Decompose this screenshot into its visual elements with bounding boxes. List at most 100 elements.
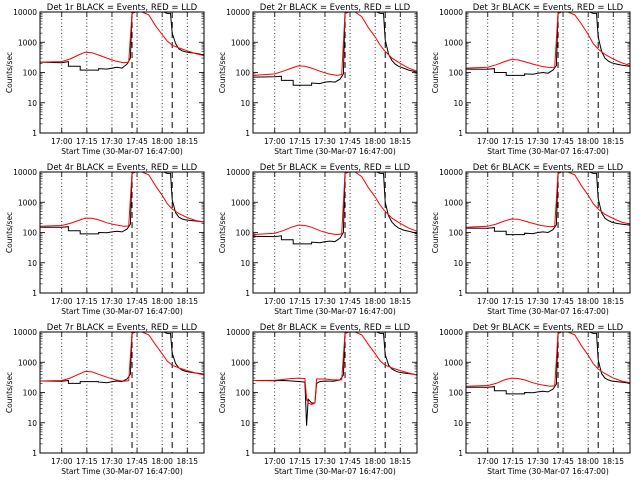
x-tick-label: 17:15	[289, 457, 311, 466]
x-tick-label: 17:15	[502, 297, 524, 306]
x-tick-label: 18:15	[176, 137, 198, 146]
detector-panel-9: Det 9r BLACK = Events, RED = LLD 1 10 100 10…	[431, 323, 631, 476]
x-tick-label: 18:00	[577, 457, 599, 466]
x-tick-label: 17:45	[126, 457, 148, 466]
x-tick-label: 17:45	[552, 137, 574, 146]
x-tick-label: 18:15	[602, 457, 624, 466]
y-axis-label: Counts/sec	[431, 372, 440, 413]
x-tick-label: 17:45	[552, 297, 574, 306]
y-tick-label: 100	[23, 229, 38, 238]
x-tick-label: 17:45	[339, 457, 361, 466]
x-tick-label: 17:15	[502, 457, 524, 466]
x-tick-label: 18:15	[602, 297, 624, 306]
plot-frame	[39, 331, 205, 454]
plot-frame	[465, 331, 631, 454]
series-events	[39, 331, 205, 384]
series-lld	[39, 11, 205, 64]
y-tick-label: 1	[458, 449, 463, 458]
panel-title: Det 5r BLACK = Events, RED = LLD	[260, 163, 411, 173]
detector-panel-8: Det 8r BLACK = Events, RED = LLD 1 10 100 10…	[218, 323, 418, 476]
x-tick-label: 17:15	[502, 137, 524, 146]
y-axis-label: Counts/sec	[218, 52, 227, 93]
y-axis-label: Counts/sec	[5, 52, 14, 93]
y-tick-label: 1000	[18, 358, 37, 367]
y-tick-label: 1000	[444, 198, 463, 207]
plot-frame	[252, 331, 418, 454]
y-tick-label: 10	[453, 99, 463, 108]
series-lld	[465, 331, 631, 387]
x-tick-label: 18:00	[364, 297, 386, 306]
series-lld	[465, 11, 631, 69]
x-axis-label: Start Time (30-Mar-07 16:47:00)	[487, 147, 609, 156]
y-tick-label: 1	[32, 129, 37, 138]
y-tick-label: 100	[236, 389, 251, 398]
series-lld	[39, 171, 205, 227]
y-tick-label: 10000	[226, 8, 250, 17]
panel-title: Det 7r BLACK = Events, RED = LLD	[47, 323, 198, 333]
panel-title: Det 3r BLACK = Events, RED = LLD	[473, 3, 624, 13]
x-tick-label: 18:00	[151, 137, 173, 146]
detector-panel-6: Det 6r BLACK = Events, RED = LLD 1 10 100 10…	[431, 163, 631, 316]
x-tick-label: 17:30	[314, 457, 336, 466]
x-tick-label: 17:30	[527, 137, 549, 146]
y-axis-label: Counts/sec	[218, 372, 227, 413]
x-axis-label: Start Time (30-Mar-07 16:47:00)	[487, 467, 609, 476]
y-axis-label: Counts/sec	[5, 212, 14, 253]
y-tick-label: 100	[449, 229, 464, 238]
x-tick-label: 18:15	[389, 137, 411, 146]
y-tick-label: 10	[240, 419, 250, 428]
y-tick-label: 10	[27, 99, 37, 108]
panel-title: Det 9r BLACK = Events, RED = LLD	[473, 323, 624, 333]
plot-frame	[39, 11, 205, 134]
y-tick-label: 10	[240, 259, 250, 268]
y-tick-label: 1	[245, 289, 250, 298]
y-tick-label: 10000	[13, 168, 37, 177]
detector-panel-3: Det 3r BLACK = Events, RED = LLD 1 10 100 10…	[431, 3, 631, 156]
y-tick-label: 1000	[444, 38, 463, 47]
plot-frame	[252, 171, 418, 294]
y-tick-label: 10000	[226, 328, 250, 337]
y-tick-label: 10	[27, 419, 37, 428]
series-lld	[252, 171, 418, 236]
panel-title: Det 8r BLACK = Events, RED = LLD	[260, 323, 411, 333]
x-axis-label: Start Time (30-Mar-07 16:47:00)	[61, 147, 183, 156]
x-tick-label: 17:15	[289, 297, 311, 306]
x-tick-label: 17:30	[101, 457, 123, 466]
y-tick-label: 100	[449, 69, 464, 78]
y-tick-label: 1	[32, 449, 37, 458]
y-tick-label: 1000	[231, 198, 250, 207]
plot-frame	[465, 11, 631, 134]
x-tick-label: 17:00	[477, 457, 499, 466]
series-events	[252, 331, 418, 426]
x-tick-label: 17:30	[527, 297, 549, 306]
x-tick-label: 17:00	[477, 297, 499, 306]
x-tick-label: 17:00	[51, 297, 73, 306]
x-tick-label: 17:15	[289, 137, 311, 146]
y-tick-label: 1	[245, 129, 250, 138]
series-events	[252, 11, 418, 86]
panel-title: Det 2r BLACK = Events, RED = LLD	[260, 3, 411, 13]
y-tick-label: 1	[32, 289, 37, 298]
y-tick-label: 100	[23, 69, 38, 78]
y-tick-label: 10000	[13, 8, 37, 17]
x-tick-label: 17:30	[101, 137, 123, 146]
y-tick-label: 1000	[18, 38, 37, 47]
panel-title: Det 6r BLACK = Events, RED = LLD	[473, 163, 624, 173]
y-tick-label: 1	[245, 449, 250, 458]
y-tick-label: 1000	[18, 198, 37, 207]
y-tick-label: 1000	[231, 38, 250, 47]
x-tick-label: 18:15	[389, 297, 411, 306]
x-tick-label: 17:45	[126, 297, 148, 306]
x-tick-label: 17:30	[314, 297, 336, 306]
y-axis-label: Counts/sec	[218, 212, 227, 253]
x-axis-label: Start Time (30-Mar-07 16:47:00)	[274, 467, 396, 476]
y-tick-label: 100	[236, 229, 251, 238]
x-tick-label: 18:00	[151, 297, 173, 306]
y-tick-label: 100	[449, 389, 464, 398]
series-events	[39, 11, 205, 71]
detector-panel-5: Det 5r BLACK = Events, RED = LLD 1 10 100 10…	[218, 163, 418, 316]
x-tick-label: 18:15	[176, 297, 198, 306]
detector-panel-1: Det 1r BLACK = Events, RED = LLD 1 10 100 10…	[5, 3, 205, 156]
x-tick-label: 17:45	[339, 297, 361, 306]
x-tick-label: 18:00	[364, 137, 386, 146]
